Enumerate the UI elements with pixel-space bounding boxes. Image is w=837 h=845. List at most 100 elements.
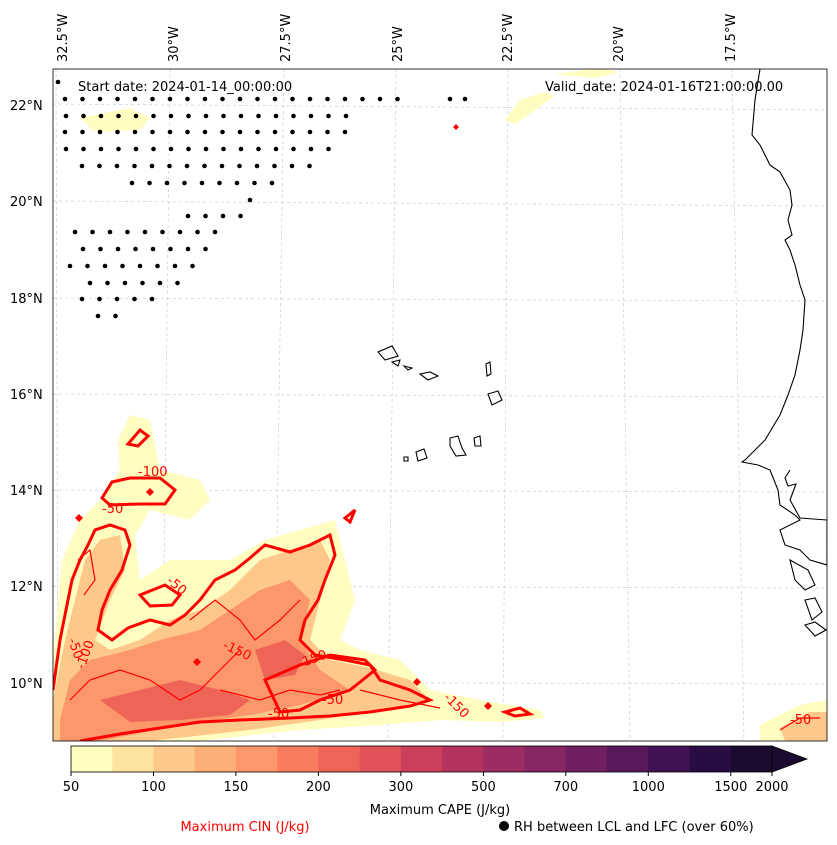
- rh-dot: [167, 129, 173, 135]
- cape-verde-island-santiago: [449, 435, 467, 457]
- rh-dot: [120, 263, 125, 269]
- cin-small-marker: [484, 702, 492, 710]
- lat-label: 22°N: [10, 99, 43, 114]
- rh-dot: [185, 96, 190, 102]
- colorbar-segment: [194, 746, 237, 772]
- colorbar-tick-label: 2000: [755, 780, 788, 795]
- rh-dot: [238, 113, 244, 119]
- rh-dot: [291, 113, 296, 119]
- rh-dot: [273, 146, 279, 152]
- rh-dot: [220, 129, 225, 135]
- rh-dot: [97, 129, 103, 135]
- rh-dot: [195, 229, 200, 235]
- colorbar-tick-labels: 50 100 150 200 300 500 700 1000 1500 2000: [63, 772, 789, 795]
- rh-dot: [155, 263, 160, 269]
- cin-label: -100: [138, 465, 168, 480]
- rh-dot: [203, 113, 209, 119]
- rh-dot: [79, 296, 85, 302]
- colorbar-tick-label: 1000: [632, 780, 665, 795]
- rh-dot: [291, 146, 296, 152]
- cin-contour-main: [53, 523, 435, 741]
- rh-dot: [115, 96, 120, 102]
- cape-area-southwest-dark: [100, 680, 250, 722]
- lon-label: 22.5°W: [501, 14, 516, 62]
- rh-dot: [133, 246, 138, 252]
- rh-dot: [237, 96, 243, 102]
- rh-dot: [308, 146, 314, 152]
- cape-verde-island-sao-vicente: [390, 359, 401, 367]
- rh-dot: [252, 180, 257, 186]
- rh-dot: [307, 96, 313, 102]
- rh-dot: [160, 229, 165, 235]
- rh-dot: [220, 213, 226, 219]
- rh-dot: [132, 129, 138, 135]
- rh-dot: [326, 113, 331, 119]
- lat-label: 20°N: [10, 195, 43, 210]
- cin-contour-small-north: [125, 427, 151, 448]
- rh-dot: [151, 146, 156, 152]
- rh-dot: [81, 113, 86, 119]
- rh-dot: [164, 180, 170, 186]
- lon-label: 20°W: [612, 26, 627, 62]
- rh-dot: [132, 163, 137, 169]
- rh-dot: [97, 96, 103, 102]
- rh-dot: [342, 129, 348, 135]
- rh-dot: [132, 96, 138, 102]
- cape-area-top-left: [80, 108, 150, 132]
- rh-dot: [95, 313, 101, 319]
- rh-dot: [115, 246, 121, 252]
- rh-dot: [80, 246, 86, 252]
- rh-dot: [149, 163, 155, 169]
- rh-dot: [98, 246, 103, 252]
- rh-dot: [151, 113, 156, 119]
- colorbar-tick-label: 700: [553, 780, 578, 795]
- valid-date-text: Valid_date: 2024-01-16T21:00:00.00: [545, 80, 783, 95]
- rh-dot: [67, 263, 73, 269]
- rh-dot: [184, 163, 190, 169]
- rh-dot: [447, 96, 453, 102]
- rh-legend-dot: [499, 821, 509, 831]
- rh-dot: [133, 146, 139, 152]
- rh-dot: [115, 129, 120, 135]
- rh-dot: [185, 246, 191, 252]
- rh-dot: [256, 146, 261, 152]
- colorbar-segment: [689, 746, 732, 772]
- rh-dot: [272, 129, 278, 135]
- cin-contour-island-1: [137, 583, 183, 608]
- lat-label: 14°N: [10, 484, 43, 499]
- cin-contour-south: [262, 653, 378, 714]
- rh-dot: [254, 163, 260, 169]
- rh-dot: [203, 146, 209, 152]
- rh-dot: [150, 129, 155, 135]
- cin-label: -50: [64, 636, 85, 661]
- rh-dot: [289, 163, 295, 169]
- rh-dot: [190, 263, 195, 269]
- lat-label: 12°N: [10, 580, 43, 595]
- rh-dot: [81, 146, 86, 152]
- cape-verde-island-fogo: [415, 448, 428, 462]
- lon-label: 30°W: [167, 26, 182, 62]
- rh-dot: [62, 96, 68, 102]
- rh-dot: [116, 113, 121, 119]
- rh-dot: [172, 263, 178, 269]
- rh-dot: [167, 163, 172, 169]
- rh-dot: [113, 313, 118, 319]
- rh-dot: [98, 113, 104, 119]
- rh-dot: [122, 280, 128, 286]
- colorbar-segment: [648, 746, 691, 772]
- colorbar-tick-label: 50: [63, 780, 80, 795]
- colorbar-segment: [400, 746, 443, 772]
- rh-dot: [129, 180, 135, 186]
- rh-dot: [342, 96, 348, 102]
- rh-dot: [234, 180, 240, 186]
- colorbar-segment: [524, 746, 567, 772]
- rh-dot: [202, 163, 207, 169]
- cin-contour-island-2: [342, 508, 357, 525]
- rh-dot: [87, 280, 93, 286]
- cin-label: -50: [268, 707, 289, 722]
- cin-small-marker: [75, 514, 83, 522]
- rh-dot: [168, 246, 173, 252]
- rh-dot: [308, 113, 314, 119]
- rh-dot: [238, 213, 243, 219]
- lat-label: 10°N: [10, 677, 43, 692]
